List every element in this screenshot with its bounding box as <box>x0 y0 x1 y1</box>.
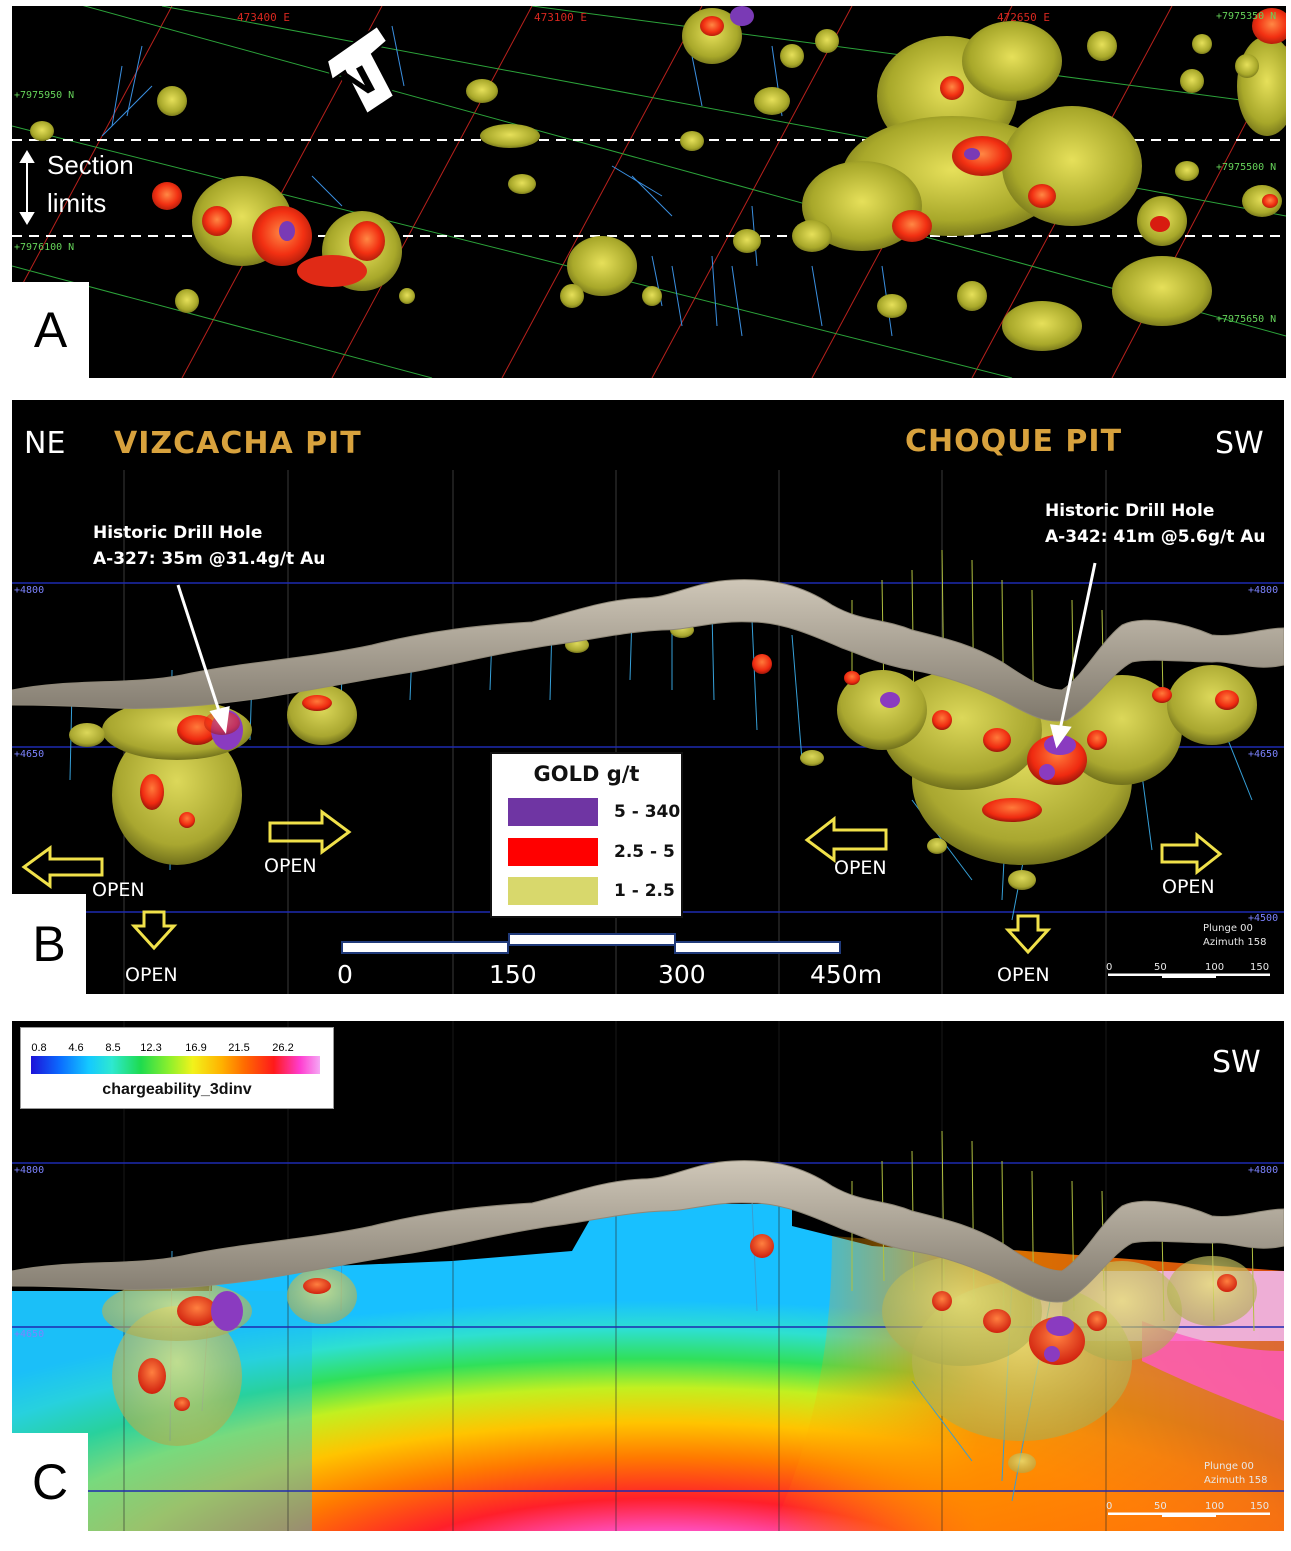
mineralisation-bodies <box>30 6 1286 351</box>
drill-hole-traces <box>101 25 893 337</box>
plan-view-map <box>12 6 1286 378</box>
elev-label-4650-right: +4650 <box>1248 749 1279 760</box>
northing-label-right-7975350: +7975350 N <box>1216 11 1277 22</box>
northing-label-left-7975950: +7975950 N <box>14 90 75 101</box>
north-arrow <box>325 24 396 116</box>
legend-tick-3: 12.3 <box>140 1042 162 1054</box>
small-scale-0: 0 <box>1106 1501 1113 1512</box>
section-limits-label-line2: limits <box>47 188 107 218</box>
callout-arrows <box>176 562 1097 749</box>
section-limits-label-line1: Section <box>47 150 134 180</box>
direction-ne: NE <box>24 426 66 461</box>
panel-a-plan-view: N 473400 E 473100 E 472650 E +7975950 N … <box>12 6 1286 378</box>
elev-label-4650-left: +4650 <box>14 749 45 760</box>
gold-grade-legend: GOLD g/t 5 - 340 2.5 - 5 1 - 2.5 <box>490 752 683 918</box>
elev-label-4650-left: +4650 <box>14 1329 45 1340</box>
main-scale-bar <box>341 933 841 954</box>
scale-label-450m: 450m <box>810 960 883 989</box>
open-label-vizcacha-down: OPEN <box>125 964 178 986</box>
legend-swatch-2-5-5 <box>508 838 598 866</box>
vizcacha-pit-label: VIZCACHA PIT <box>114 426 362 461</box>
topography-surface <box>12 579 1284 722</box>
elev-label-4500-right: +4500 <box>1248 913 1279 924</box>
plunge-label: Plunge 00 <box>1204 1461 1254 1472</box>
open-label-vizcacha-east: OPEN <box>264 855 317 877</box>
choque-pit-label: CHOQUE PIT <box>905 424 1123 459</box>
direction-sw: SW <box>1212 1045 1261 1080</box>
open-label-choque-east: OPEN <box>1162 876 1215 898</box>
gold-legend-title: GOLD g/t <box>533 762 640 786</box>
northing-label-left-7976100: +7976100 N <box>14 242 75 253</box>
panel-b-cross-section: NE SW VIZCACHA PIT CHOQUE PIT Historic D… <box>12 400 1284 994</box>
small-scale-150: 150 <box>1250 1501 1270 1512</box>
legend-tick-1: 4.6 <box>68 1042 84 1054</box>
callout-a327-line1: Historic Drill Hole <box>93 523 263 543</box>
elev-label-4800-left: +4800 <box>14 585 45 596</box>
azimuth-label: Azimuth 158 <box>1204 1475 1268 1486</box>
open-label-choque-down: OPEN <box>997 964 1050 986</box>
scale-label-300: 300 <box>658 960 706 989</box>
panel-letter-a: A <box>12 282 89 378</box>
easting-label-472650: 472650 E <box>997 11 1050 24</box>
chargeability-section <box>12 1021 1284 1531</box>
open-label-choque-west: OPEN <box>834 857 887 879</box>
open-arrows <box>21 809 1223 955</box>
azimuth-label: Azimuth 158 <box>1203 937 1267 948</box>
legend-label-1-2-5: 1 - 2.5 <box>614 881 675 901</box>
callout-a342-line2: A-342: 41m @5.6g/t Au <box>1045 527 1266 547</box>
legend-tick-2: 8.5 <box>105 1042 121 1054</box>
elev-label-4800-right: +4800 <box>1248 1165 1279 1176</box>
topography-surface <box>12 1160 1284 1303</box>
gold-shells <box>69 622 1257 890</box>
small-scale-0: 0 <box>1106 962 1113 973</box>
open-label-vizcacha-west: OPEN <box>92 879 145 901</box>
panel-letter-b: B <box>12 894 86 994</box>
small-scale-100: 100 <box>1205 1501 1225 1512</box>
panel-c-chargeability-section: 0.8 4.6 8.5 12.3 16.9 21.5 26.2 chargeab… <box>12 1021 1284 1531</box>
legend-tick-4: 16.9 <box>185 1042 207 1054</box>
small-scale-50: 50 <box>1154 1501 1167 1512</box>
northing-label-right-7975650: +7975650 N <box>1216 314 1277 325</box>
small-scale-bar <box>1108 973 1270 978</box>
legend-tick-5: 21.5 <box>228 1042 250 1054</box>
callout-a327-line2: A-327: 35m @31.4g/t Au <box>93 549 326 569</box>
panel-letter-c: C <box>12 1433 88 1531</box>
callout-a342-line1: Historic Drill Hole <box>1045 501 1215 521</box>
small-scale-50: 50 <box>1154 962 1167 973</box>
chargeability-legend: 0.8 4.6 8.5 12.3 16.9 21.5 26.2 chargeab… <box>20 1027 334 1109</box>
legend-label-2-5-5: 2.5 - 5 <box>614 842 675 862</box>
cross-section-gold <box>12 470 1284 994</box>
scale-label-150: 150 <box>489 960 537 989</box>
direction-sw: SW <box>1215 426 1264 461</box>
chargeability-color-ramp <box>31 1056 320 1074</box>
elev-label-4800-left: +4800 <box>14 1165 45 1176</box>
small-scale-150: 150 <box>1250 962 1270 973</box>
gold-shells <box>102 1234 1257 1473</box>
scale-label-0: 0 <box>337 960 353 989</box>
legend-swatch-1-2-5 <box>508 877 598 905</box>
small-scale-bar <box>1108 1512 1270 1517</box>
section-limit-arrow <box>19 150 35 225</box>
easting-label-473400: 473400 E <box>237 11 290 24</box>
legend-tick-6: 26.2 <box>272 1042 294 1054</box>
easting-label-473100: 473100 E <box>534 11 587 24</box>
plunge-label: Plunge 00 <box>1203 923 1253 934</box>
small-scale-100: 100 <box>1205 962 1225 973</box>
legend-swatch-5-340 <box>508 798 598 826</box>
elev-label-4800-right: +4800 <box>1248 585 1279 596</box>
legend-tick-0: 0.8 <box>31 1042 47 1054</box>
northing-label-right-7975500: +7975500 N <box>1216 162 1277 173</box>
legend-label-5-340: 5 - 340 <box>614 802 681 822</box>
chargeability-legend-name: chargeability_3dinv <box>102 1081 252 1098</box>
